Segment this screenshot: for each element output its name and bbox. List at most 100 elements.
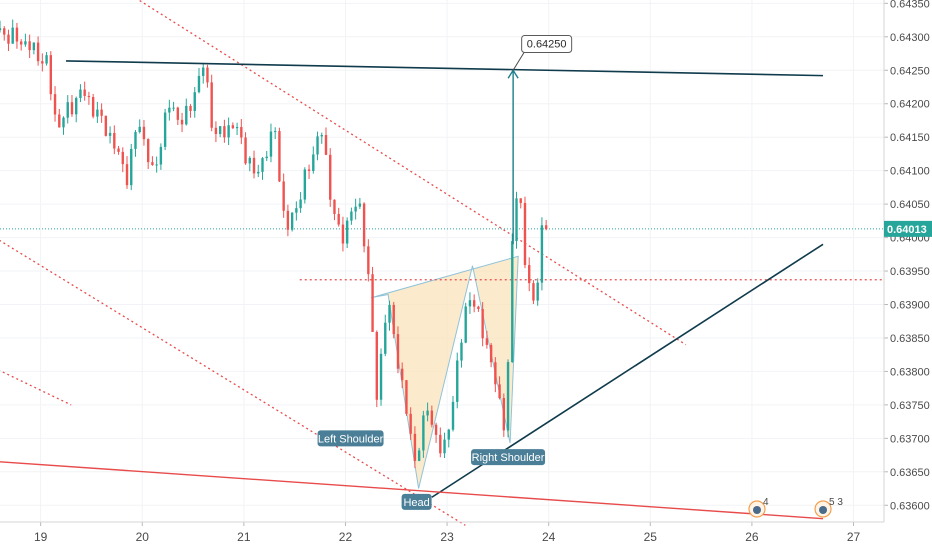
head-shoulders-pattern[interactable]	[370, 255, 519, 489]
candle-body-53	[223, 126, 226, 138]
long-term-trendline[interactable]	[0, 461, 824, 520]
candle-body-95	[401, 368, 404, 381]
candle-body-129	[544, 225, 548, 230]
candle-body-1	[3, 28, 6, 35]
candle-body-56	[235, 127, 239, 129]
candle-body-127	[536, 282, 539, 301]
candle-body-81	[341, 224, 345, 244]
y-tick-label-4: 0.64150	[890, 132, 930, 144]
candle-body-27	[113, 132, 116, 149]
candle-body-4	[15, 27, 19, 42]
x-tick-label-6: 25	[644, 530, 658, 544]
candle-body-79	[333, 199, 336, 214]
candle-body-88	[371, 274, 374, 332]
candle-body-69	[290, 212, 294, 230]
candle-body-41	[172, 107, 175, 109]
candle-body-40	[168, 107, 171, 113]
candle-body-126	[532, 283, 535, 301]
event-badge-count-1: 5 3	[829, 497, 843, 508]
resistance-trendline[interactable]	[66, 60, 824, 77]
x-tick-label-8: 27	[847, 530, 861, 544]
current-price-tag: 0.64013	[884, 220, 932, 237]
candle-body-123	[519, 198, 522, 204]
candle-body-61	[257, 171, 260, 174]
target-callout-leader	[512, 51, 526, 71]
candle-body-84	[354, 206, 357, 212]
candle-body-112	[472, 300, 476, 307]
y-tick-label-15: 0.63600	[890, 500, 930, 512]
y-tick-label-12: 0.63750	[890, 400, 930, 412]
candle-body-91	[384, 322, 387, 354]
target-price-callout	[521, 35, 573, 53]
candle-body-12	[49, 55, 53, 95]
current-price-value: 0.64013	[887, 224, 927, 236]
candle-body-121	[511, 241, 514, 363]
channel-line-0[interactable]	[102, 0, 687, 346]
candle-body-72	[303, 169, 307, 200]
candle-body-10	[41, 61, 44, 64]
candle-body-2	[7, 34, 10, 44]
candle-body-68	[286, 210, 290, 230]
candle-body-102	[430, 410, 434, 425]
candle-body-47	[197, 75, 201, 93]
y-tick-label-5: 0.64100	[890, 166, 930, 178]
y-tick-label-1: 0.64300	[890, 32, 930, 44]
candle-body-87	[367, 246, 370, 275]
y-tick-label-3: 0.64200	[890, 99, 930, 111]
candle-body-58	[244, 137, 247, 164]
candle-body-105	[443, 439, 446, 454]
candle-body-103	[434, 424, 438, 435]
left-shoulder-label: Left Shoulder	[318, 433, 384, 445]
candle-body-94	[396, 334, 400, 369]
candle-body-7	[28, 41, 31, 51]
x-tick-label-2: 21	[237, 530, 251, 544]
candle-body-63	[265, 156, 268, 159]
candle-body-54	[227, 125, 230, 138]
y-tick-label-9: 0.63900	[890, 300, 930, 312]
y-tick-label-6: 0.64050	[890, 199, 930, 211]
candle-body-59	[248, 157, 251, 164]
candle-body-19	[79, 89, 82, 99]
candle-body-38	[159, 146, 163, 165]
candle-body-52	[218, 126, 222, 135]
candle-body-49	[206, 67, 209, 83]
candle-body-118	[498, 384, 501, 398]
candle-body-96	[405, 380, 408, 414]
candle-body-9	[36, 42, 40, 62]
candle-body-25	[104, 115, 108, 136]
event-badge-count-0: 4	[763, 497, 769, 508]
candle-body-57	[240, 127, 243, 138]
left-shoulder-label-box	[317, 430, 384, 447]
candle-body-114	[481, 309, 484, 339]
candle-body-106	[447, 429, 450, 440]
candle-body-111	[468, 300, 472, 307]
candle-body-70	[295, 208, 298, 213]
candle-body-20	[83, 89, 86, 96]
candle-body-82	[345, 220, 349, 244]
channel-line-1[interactable]	[0, 238, 466, 526]
candle-body-31	[130, 148, 133, 186]
candle-body-117	[494, 362, 497, 385]
candle-body-36	[151, 162, 154, 165]
candle-body-89	[375, 331, 379, 400]
y-tick-label-14: 0.63650	[890, 467, 930, 479]
event-badges[interactable]: 4 5 3	[748, 497, 843, 518]
candle-body-51	[214, 127, 218, 135]
candle-body-8	[32, 42, 36, 51]
candle-body-60	[252, 157, 256, 174]
target-arrow[interactable]: 0.64250	[507, 35, 573, 245]
candle-body-46	[193, 92, 196, 111]
right-shoulder-label: Right Shoulder	[472, 452, 545, 464]
candle-body-125	[528, 265, 531, 284]
candle-body-115	[485, 338, 489, 345]
flag-icon	[819, 506, 828, 514]
candle-body-64	[269, 131, 273, 157]
descending-channel[interactable]	[0, 0, 687, 526]
x-axis-labels: 19 20 21 22 23 24 25 26 27	[34, 522, 861, 544]
y-tick-label-8: 0.63950	[890, 266, 930, 278]
candle-body-92	[388, 304, 391, 323]
candle-body-0	[0, 28, 2, 31]
x-tick-label-3: 22	[339, 530, 353, 544]
y-tick-label-11: 0.63800	[890, 366, 930, 378]
